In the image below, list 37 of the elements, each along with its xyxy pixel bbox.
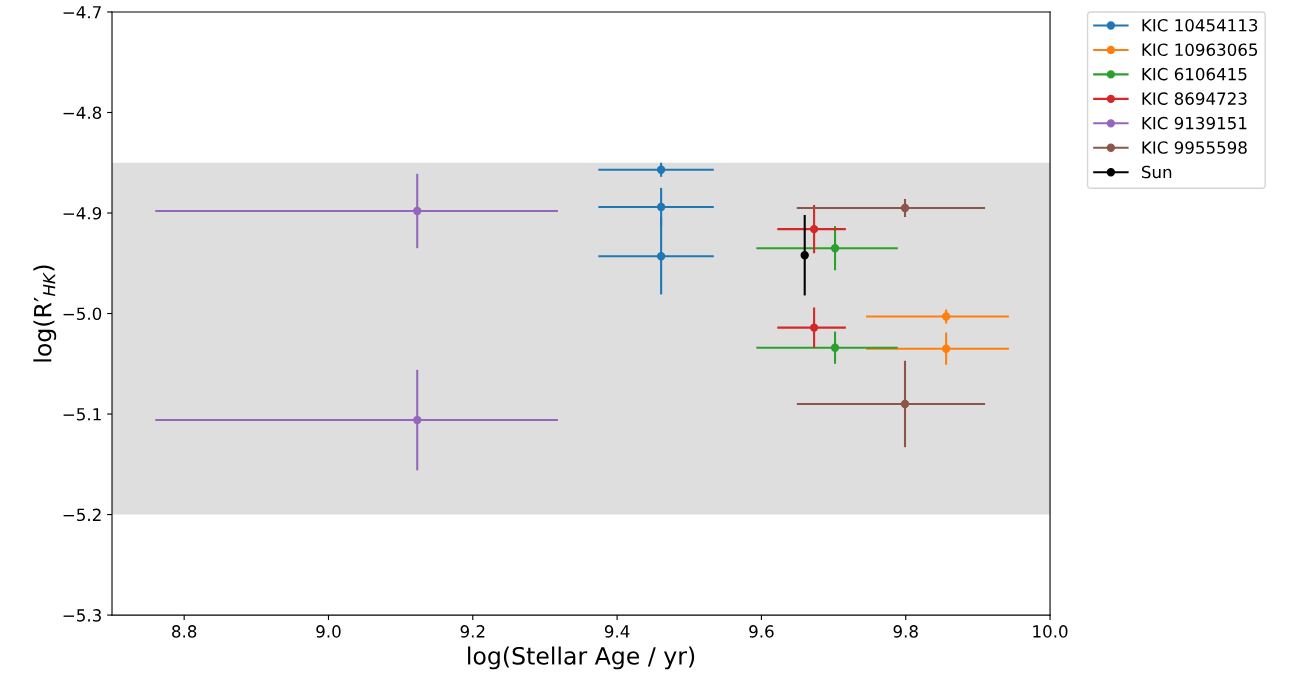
legend-label: KIC 10963065 (1142, 43, 1258, 56)
point (900, 203, 910, 213)
point (809, 323, 819, 332)
y-tick-label: −4.9 (63, 206, 102, 220)
point (413, 415, 422, 425)
x-tick-label: 9.4 (604, 625, 630, 638)
x-tick-label: 10.0 (1033, 625, 1068, 638)
legend-label: KIC 6106415 (1142, 67, 1247, 81)
point (656, 165, 666, 174)
legend-label: Sun (1142, 165, 1172, 179)
legend-label: KIC 10454113 (1142, 18, 1258, 32)
point (830, 343, 840, 352)
legend-label: KIC 9139151 (1142, 116, 1247, 130)
point (830, 244, 840, 253)
x-tick-label: 9.2 (460, 625, 485, 638)
point (413, 206, 422, 216)
legend-label: KIC 8694723 (1142, 92, 1247, 105)
y-axis-title: log(R′$_{HK}$) (33, 265, 57, 362)
x-tick-label: 8.8 (172, 625, 197, 638)
point (900, 399, 910, 409)
point (656, 202, 666, 212)
point (656, 252, 666, 261)
x-axis-title: log(Stellar Age / yr) (468, 646, 695, 670)
y-tick-label: −5.1 (63, 408, 101, 421)
y-tick-label: −5.0 (63, 307, 102, 321)
point (809, 224, 819, 234)
y-tick-label: −5.3 (63, 609, 101, 622)
y-tick-label: −4.7 (63, 6, 101, 19)
point (941, 312, 951, 321)
y-tick-label: −4.8 (63, 106, 102, 120)
y-tick-label: −5.2 (63, 508, 101, 522)
x-tick-label: 9.6 (749, 625, 774, 638)
x-tick-label: 9.8 (893, 625, 918, 638)
x-tick-label: 9.0 (316, 625, 341, 638)
point (941, 344, 951, 353)
point (800, 251, 809, 260)
legend-label: KIC 9955598 (1142, 141, 1247, 154)
